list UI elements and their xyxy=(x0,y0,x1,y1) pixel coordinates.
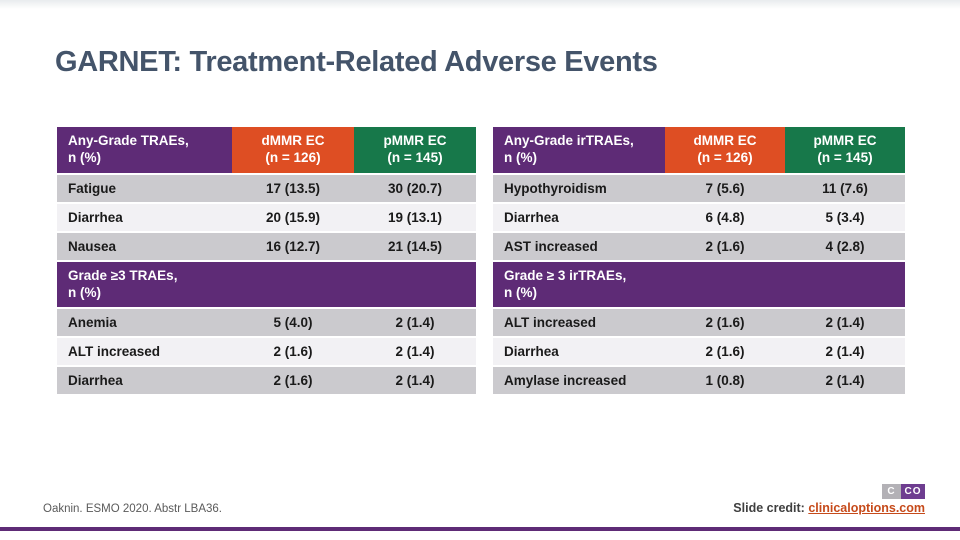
table-cell: 1 (0.8) xyxy=(665,367,785,394)
table-cell: 2 (1.4) xyxy=(785,309,905,336)
grade3-traes-section-header: Grade ≥3 TRAEs, n (%) xyxy=(57,262,476,307)
traes-table: Any-Grade TRAEs, n (%) dMMR EC (n = 126)… xyxy=(57,127,476,394)
irtraes-header-dmmr: dMMR EC (n = 126) xyxy=(665,127,785,173)
traes-header-pmmr: pMMR EC (n = 145) xyxy=(354,127,476,173)
table-cell: 2 (1.6) xyxy=(232,338,354,365)
traes-header-dmmr: dMMR EC (n = 126) xyxy=(232,127,354,173)
table-cell: 16 (12.7) xyxy=(232,233,354,260)
irtraes-header-label: Any-Grade irTRAEs, n (%) xyxy=(493,127,665,173)
table-row-label: Amylase increased xyxy=(493,367,665,394)
table-cell: 30 (20.7) xyxy=(354,175,476,202)
irtraes-table: Any-Grade irTRAEs, n (%) dMMR EC (n = 12… xyxy=(493,127,905,394)
table-cell: 2 (1.6) xyxy=(232,367,354,394)
table-row-label: Diarrhea xyxy=(493,204,665,231)
table-row-label: Fatigue xyxy=(57,175,232,202)
table-cell: 2 (1.4) xyxy=(785,367,905,394)
grade3-irtraes-section-header: Grade ≥ 3 irTRAEs, n (%) xyxy=(493,262,905,307)
table-row-label: Diarrhea xyxy=(57,204,232,231)
table-cell: 5 (3.4) xyxy=(785,204,905,231)
table-cell: 7 (5.6) xyxy=(665,175,785,202)
table-cell: 21 (14.5) xyxy=(354,233,476,260)
top-edge-shading xyxy=(0,0,960,9)
citation-text: Oaknin. ESMO 2020. Abstr LBA36. xyxy=(43,503,222,515)
footer-divider xyxy=(0,527,960,531)
table-cell: 2 (1.4) xyxy=(354,309,476,336)
table-cell: 2 (1.6) xyxy=(665,309,785,336)
cco-logo-right-block: CO xyxy=(901,484,925,499)
table-row-label: Diarrhea xyxy=(57,367,232,394)
table-row-label: ALT increased xyxy=(57,338,232,365)
table-row-label: Hypothyroidism xyxy=(493,175,665,202)
cco-logo: C CO xyxy=(882,484,925,499)
table-cell: 2 (1.6) xyxy=(665,233,785,260)
table-row-label: Nausea xyxy=(57,233,232,260)
table-cell: 17 (13.5) xyxy=(232,175,354,202)
tables-container: Any-Grade TRAEs, n (%) dMMR EC (n = 126)… xyxy=(57,127,905,394)
table-cell: 4 (2.8) xyxy=(785,233,905,260)
page-title: GARNET: Treatment-Related Adverse Events xyxy=(55,46,658,78)
table-cell: 6 (4.8) xyxy=(665,204,785,231)
slide-credit-label: Slide credit: xyxy=(733,501,809,515)
table-row-label: Anemia xyxy=(57,309,232,336)
table-cell: 2 (1.4) xyxy=(354,338,476,365)
table-cell: 19 (13.1) xyxy=(354,204,476,231)
table-row-label: AST increased xyxy=(493,233,665,260)
table-cell: 11 (7.6) xyxy=(785,175,905,202)
table-cell: 20 (15.9) xyxy=(232,204,354,231)
table-cell: 2 (1.4) xyxy=(785,338,905,365)
table-cell: 2 (1.6) xyxy=(665,338,785,365)
slide-credit: Slide credit: clinicaloptions.com xyxy=(733,501,925,515)
cco-logo-left-block: C xyxy=(882,484,901,499)
table-row-label: ALT increased xyxy=(493,309,665,336)
clinicaloptions-link[interactable]: clinicaloptions.com xyxy=(808,501,925,515)
table-row-label: Diarrhea xyxy=(493,338,665,365)
table-cell: 5 (4.0) xyxy=(232,309,354,336)
traes-header-label: Any-Grade TRAEs, n (%) xyxy=(57,127,232,173)
irtraes-header-pmmr: pMMR EC (n = 145) xyxy=(785,127,905,173)
table-cell: 2 (1.4) xyxy=(354,367,476,394)
